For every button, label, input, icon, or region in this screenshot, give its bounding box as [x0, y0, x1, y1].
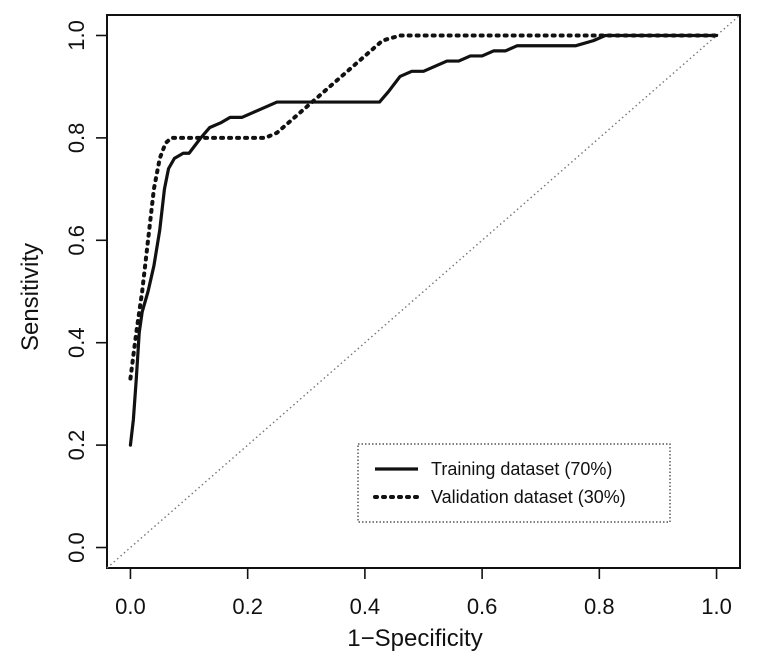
series-line-training — [128, 33, 719, 447]
y-axis-title: Sensitivity — [17, 243, 44, 351]
y-tick-label: 1.0 — [64, 20, 89, 51]
reference-diagonal — [106, 14, 741, 569]
x-tick-label: 0.4 — [350, 594, 381, 619]
x-axis: 0.0 0.2 0.4 0.6 0.8 1.0 — [115, 567, 732, 619]
y-tick-label: 0.6 — [64, 225, 89, 256]
x-tick-label: 1.0 — [701, 594, 732, 619]
x-tick-label: 0.8 — [584, 594, 615, 619]
legend-label-validation: Validation dataset (30%) — [431, 487, 626, 507]
reference-layer — [106, 14, 741, 569]
legend: Training dataset (70%) Validation datase… — [357, 443, 671, 523]
y-tick-label: 0.8 — [64, 123, 89, 154]
series-layer — [128, 33, 719, 447]
legend-box — [357, 443, 671, 523]
legend-label-training: Training dataset (70%) — [431, 459, 612, 479]
series-line-validation — [128, 33, 719, 381]
y-tick-label: 0.4 — [64, 327, 89, 358]
y-axis: 0.0 0.2 0.4 0.6 0.8 1.0 — [64, 20, 108, 563]
x-tick-label: 0.6 — [467, 594, 498, 619]
x-tick-label: 0.0 — [115, 594, 146, 619]
y-tick-label: 0.0 — [64, 532, 89, 563]
x-tick-label: 0.2 — [232, 594, 263, 619]
x-axis-title: 1−Specificity — [347, 625, 482, 652]
y-tick-label: 0.2 — [64, 430, 89, 461]
